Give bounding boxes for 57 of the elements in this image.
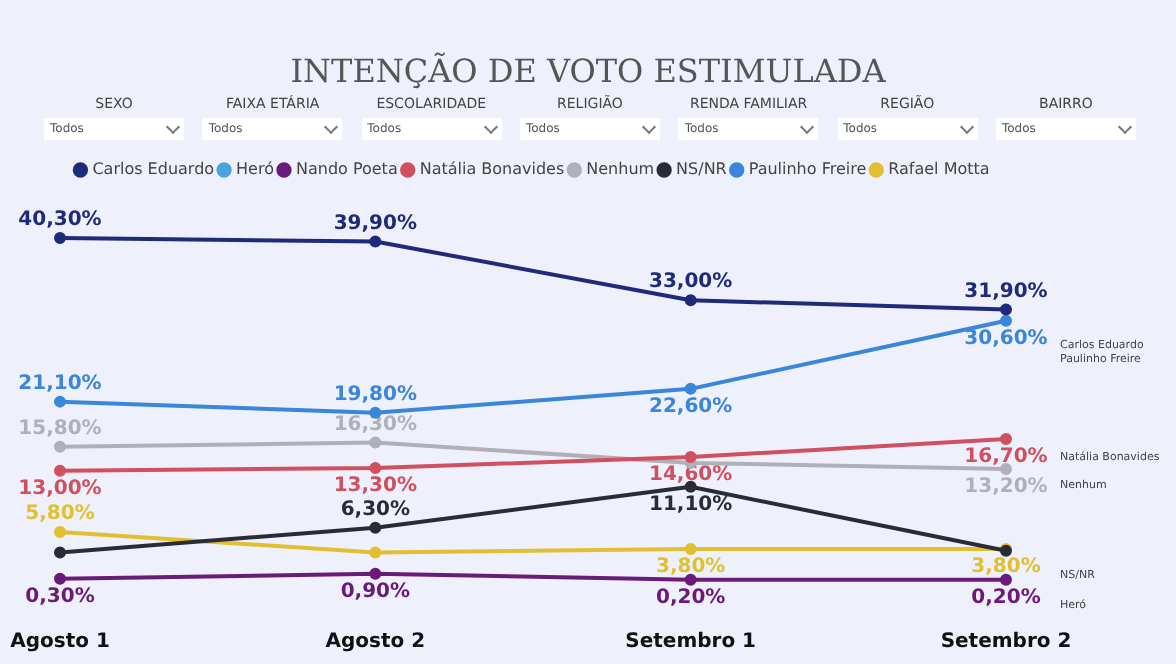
point <box>54 440 66 453</box>
legend-label: Natália Bonavides <box>419 160 565 179</box>
data-label: 11,10% <box>649 494 733 517</box>
legend-label: Nando Poeta <box>295 160 398 179</box>
data-label: 5,80% <box>25 503 95 526</box>
data-label: 40,30% <box>18 209 102 232</box>
data-label: 16,30% <box>333 413 417 436</box>
data-label: 33,00% <box>649 271 733 294</box>
data-label: 0,30% <box>25 586 95 609</box>
point <box>369 546 382 559</box>
legend-label: Heró <box>236 160 275 179</box>
data-label: 0,20% <box>655 586 726 609</box>
point <box>369 462 382 475</box>
point <box>54 464 66 477</box>
data-label: 14,60% <box>649 464 733 487</box>
legend-label: Nenhum <box>586 160 655 179</box>
data-label: 22,60% <box>649 396 733 419</box>
point <box>369 436 382 449</box>
data-label: 19,80% <box>333 383 417 406</box>
legend-label: Carlos Eduardo <box>92 160 215 179</box>
data-label: 31,90% <box>964 280 1048 303</box>
data-label: 30,60% <box>964 327 1048 350</box>
legend-label: Paulinho Freire <box>748 160 867 179</box>
point <box>684 543 697 556</box>
data-label: 13,30% <box>333 475 417 498</box>
legend-label: Rafael Motta <box>888 160 990 179</box>
data-label: 21,10% <box>18 372 102 395</box>
data-label: 39,90% <box>333 212 417 235</box>
x-tick-label: Setembro 1 <box>625 631 757 654</box>
data-label: 0,90% <box>340 580 411 603</box>
legend-label: NS/NR <box>676 160 728 179</box>
data-label: 3,80% <box>971 556 1041 579</box>
data-label: 13,20% <box>964 476 1048 499</box>
point <box>369 235 382 248</box>
point <box>684 294 697 307</box>
point <box>369 567 382 580</box>
data-label: 0,20% <box>971 586 1041 609</box>
x-tick-label: Agosto 2 <box>325 631 426 654</box>
point <box>54 525 66 538</box>
point <box>684 382 697 395</box>
point <box>1000 433 1012 446</box>
point <box>369 521 382 534</box>
data-label: 15,80% <box>18 417 102 440</box>
point <box>684 451 697 464</box>
data-label: 13,00% <box>18 477 102 500</box>
data-label: 3,80% <box>655 556 726 579</box>
x-tick-label: Setembro 2 <box>940 631 1072 654</box>
point <box>1000 314 1012 327</box>
data-label: 6,30% <box>340 498 411 521</box>
point <box>54 395 66 408</box>
point <box>54 546 66 559</box>
point <box>54 232 66 245</box>
point <box>1000 303 1012 316</box>
data-label: 16,70% <box>964 446 1048 469</box>
point <box>54 572 66 585</box>
x-tick-label: Agosto 1 <box>10 631 110 654</box>
chart-title: INTENÇÃO DE VOTO ESTIMULADA <box>288 52 888 90</box>
